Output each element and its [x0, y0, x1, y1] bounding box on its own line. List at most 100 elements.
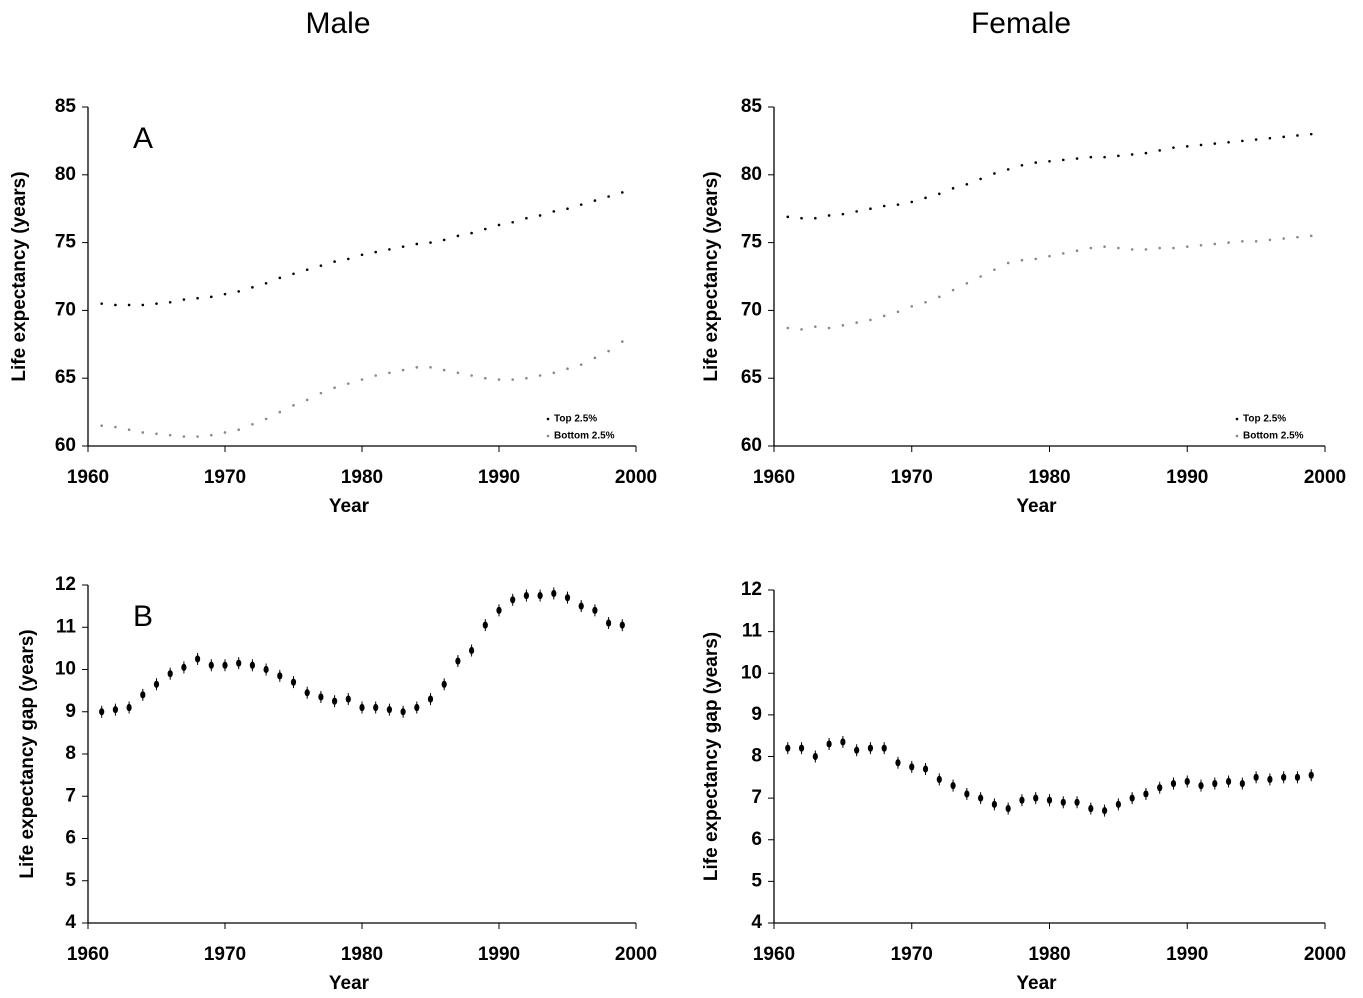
data-point [277, 672, 283, 680]
data-point [1020, 164, 1024, 167]
data-point [1268, 136, 1272, 140]
x-axis-title: Year [1016, 973, 1057, 994]
y-tick-label: 7 [751, 787, 762, 808]
data-point [1115, 800, 1121, 808]
data-point [910, 305, 914, 308]
data-point [606, 619, 612, 627]
data-point [1117, 154, 1120, 158]
data-point [1088, 804, 1094, 813]
data-point [359, 703, 365, 712]
data-point [621, 340, 624, 343]
data-point [552, 210, 556, 213]
data-point [455, 657, 461, 665]
data-point [292, 272, 295, 276]
data-point [1239, 779, 1245, 788]
data-point [578, 602, 584, 610]
data-point [374, 250, 378, 254]
data-point [951, 187, 955, 190]
data-point [993, 268, 996, 272]
data-point [1103, 155, 1106, 159]
data-point [855, 210, 858, 213]
data-point [1267, 775, 1273, 783]
data-point [222, 661, 228, 669]
data-point [1241, 139, 1244, 143]
data-point [496, 606, 502, 614]
data-point [812, 752, 818, 761]
data-point [456, 371, 460, 375]
data-point [345, 695, 351, 703]
data-point [1268, 238, 1272, 242]
data-point [153, 680, 160, 688]
data-point [1308, 771, 1314, 779]
y-tick-label: 12 [741, 579, 762, 600]
data-point [1185, 245, 1189, 248]
data-point [896, 310, 900, 314]
data-point [951, 288, 955, 292]
data-point [1296, 235, 1299, 239]
legend-marker [546, 417, 550, 421]
data-point [168, 433, 172, 437]
data-point [181, 663, 187, 671]
data-point [1089, 155, 1093, 159]
legend-marker [1235, 434, 1239, 438]
data-point [1089, 246, 1093, 250]
data-point [442, 238, 446, 242]
data-point [347, 382, 350, 385]
data-point [786, 215, 790, 219]
data-point [1075, 157, 1079, 160]
data-point [537, 591, 543, 600]
data-point [841, 324, 845, 327]
data-point [965, 182, 969, 186]
data-point [814, 216, 817, 220]
data-point [1158, 246, 1161, 250]
data-point [497, 223, 501, 227]
data-point [114, 303, 117, 307]
data-point [964, 790, 970, 798]
data-point [400, 708, 406, 716]
data-point [223, 431, 227, 434]
data-point [251, 423, 254, 426]
data-point [318, 693, 324, 701]
y-axis-title: Life expectancy (years) [701, 171, 722, 381]
data-point [910, 200, 914, 204]
x-tick-label: 1970 [891, 467, 933, 488]
data-point [415, 242, 419, 246]
data-point [347, 257, 350, 261]
y-tick-label: 60 [55, 435, 76, 456]
data-point [1254, 138, 1258, 141]
data-point [1020, 258, 1024, 262]
data-point [993, 172, 996, 175]
data-point [511, 220, 514, 224]
data-point [1253, 773, 1259, 781]
data-point [551, 589, 557, 598]
x-tick-label: 2000 [1304, 467, 1346, 488]
data-point [607, 349, 610, 353]
data-point [373, 703, 379, 712]
data-point [155, 302, 158, 305]
data-point [126, 703, 132, 712]
y-tick-label: 12 [55, 574, 76, 595]
data-point [127, 428, 131, 432]
x-tick-label: 1970 [204, 944, 246, 965]
data-point [1006, 261, 1010, 265]
data-point [979, 275, 982, 278]
y-axis-title: Life expectancy gap (years) [17, 629, 38, 878]
data-point [210, 433, 213, 437]
y-tick-label: 10 [741, 662, 762, 683]
data-point [278, 276, 282, 280]
data-point [401, 368, 405, 372]
data-point [566, 207, 569, 210]
data-point [1074, 798, 1080, 806]
x-tick-label: 1960 [67, 467, 109, 488]
y-tick-label: 10 [55, 659, 76, 680]
data-point [909, 763, 915, 771]
data-point [525, 216, 528, 220]
data-point [1184, 777, 1190, 786]
data-point [304, 689, 310, 697]
x-tick-label: 1960 [67, 944, 109, 965]
data-point [525, 376, 528, 380]
data-point [1172, 246, 1175, 250]
data-point [798, 744, 805, 752]
data-point [141, 431, 145, 434]
